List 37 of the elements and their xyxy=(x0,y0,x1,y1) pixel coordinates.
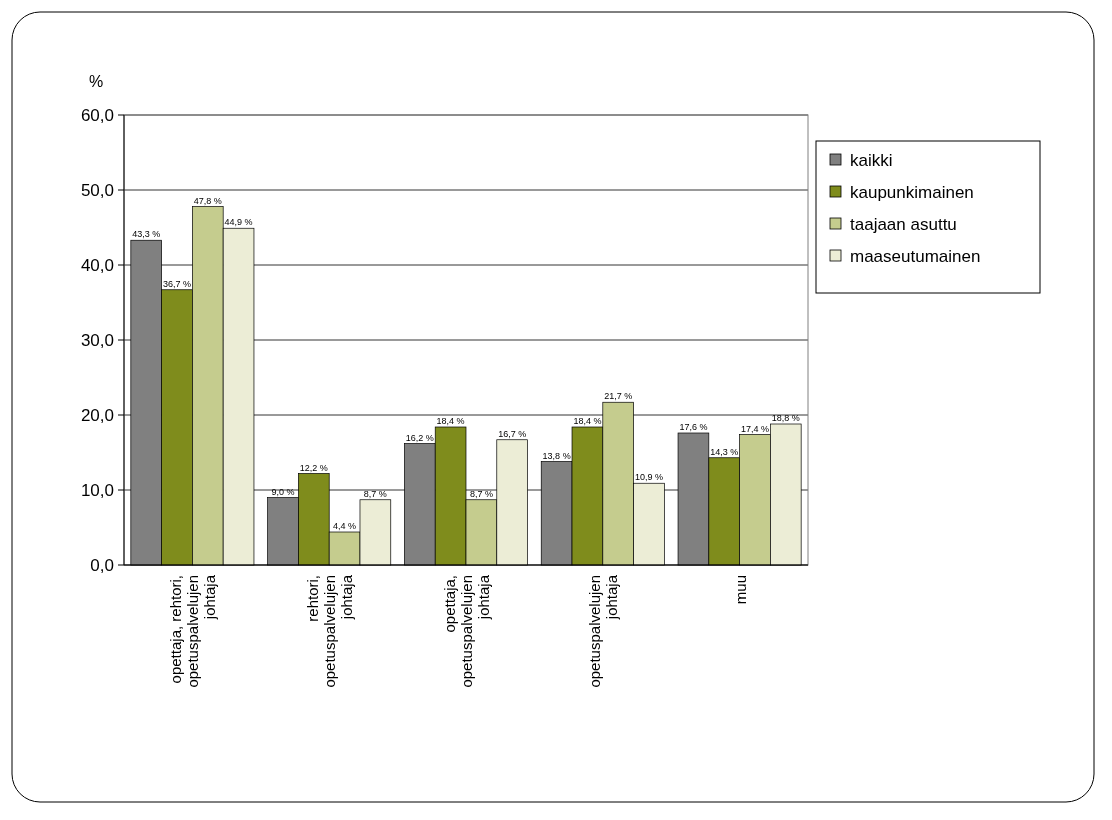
data-label: 21,7 % xyxy=(604,391,633,402)
data-label: 18,8 % xyxy=(771,413,800,423)
data-label: 13,8 % xyxy=(542,450,571,461)
data-label: 44,9 % xyxy=(224,217,253,228)
data-label: 12,2 % xyxy=(299,462,328,473)
x-tick-label: muu xyxy=(731,575,749,605)
data-label: 36,7 % xyxy=(162,278,192,289)
data-label: 17,4 % xyxy=(740,423,770,434)
data-label: 8,7 % xyxy=(469,488,493,499)
data-label: 18,4 % xyxy=(436,416,465,426)
data-label: 43,3 % xyxy=(132,229,161,240)
data-label: 8,7 % xyxy=(363,488,387,499)
y-axis-title: % xyxy=(88,73,104,90)
data-label: 47,8 % xyxy=(193,195,222,206)
data-label: 16,7 % xyxy=(498,428,527,439)
data-label: 10,9 % xyxy=(634,472,663,483)
x-tick-label: opettaja, opetuspalvelujen johtaja xyxy=(441,574,492,688)
legend-label: maaseutumainen xyxy=(850,246,981,266)
data-label: 9,0 % xyxy=(271,486,295,497)
legend-label: taajaan asuttu xyxy=(850,214,957,234)
data-label: 18,4 % xyxy=(573,416,602,426)
x-tick-label: opetuspalvelujen johtaja xyxy=(586,574,621,688)
data-label: 4,4 % xyxy=(333,521,357,531)
y-tick-label: 10,0 xyxy=(80,480,114,500)
y-tick-label: 0,0 xyxy=(90,555,114,575)
y-tick-label: 50,0 xyxy=(80,180,114,200)
legend-label: kaupunkimainen xyxy=(850,182,974,202)
data-label: 17,6 % xyxy=(679,422,708,432)
legend-label: kaikki xyxy=(850,150,893,170)
data-label: 16,2 % xyxy=(405,432,434,443)
y-tick-label: 20,0 xyxy=(80,405,114,425)
data-label: 14,3 % xyxy=(710,446,739,457)
x-tick-label: opettaja, rehtori, opetuspalvelujen johtaja xyxy=(167,574,219,688)
x-tick-label: rehtori, opetuspalvelujen johtaja xyxy=(304,574,356,688)
y-tick-label: 30,0 xyxy=(80,330,114,350)
y-tick-label: 60,0 xyxy=(80,105,114,125)
y-tick-label: 40,0 xyxy=(80,255,114,275)
